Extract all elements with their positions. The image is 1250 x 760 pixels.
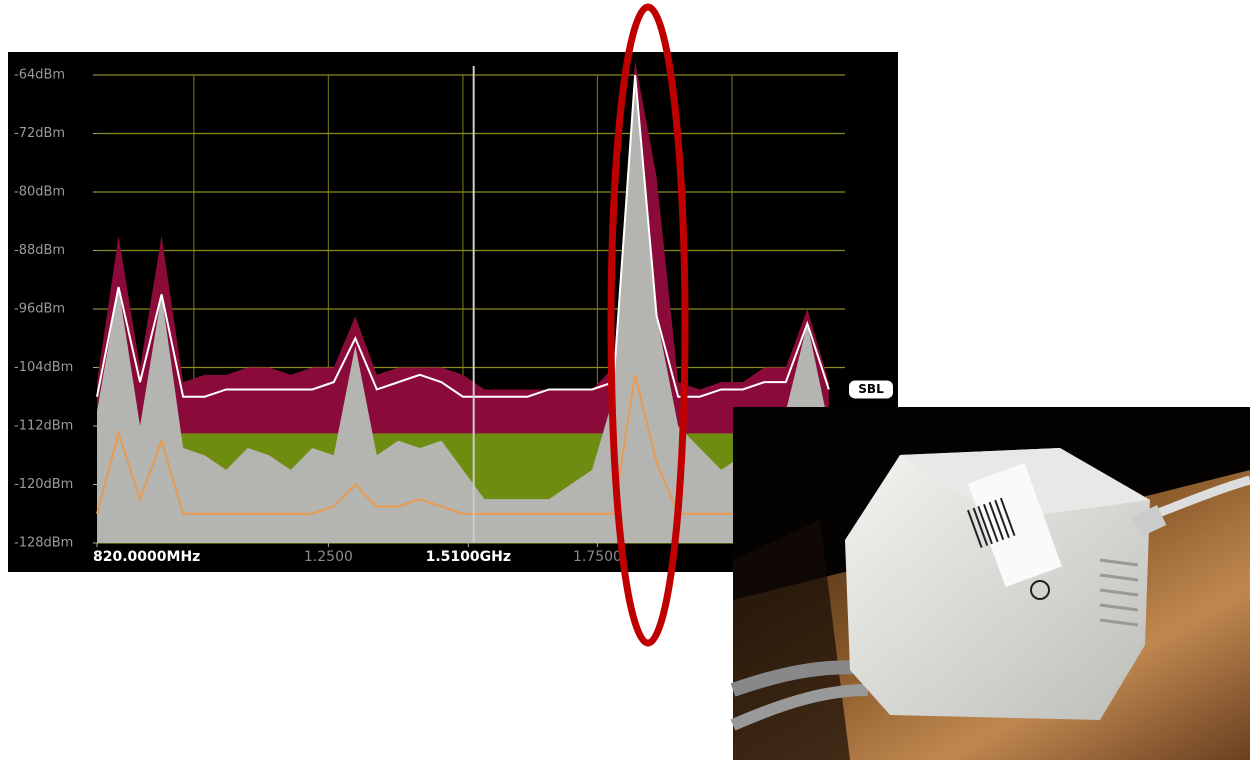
y-tick-label: -112dBm [14, 419, 73, 434]
y-tick-label: -120dBm [14, 477, 73, 492]
y-tick-label: -128dBm [14, 536, 73, 551]
y-tick-label: -72dBm [14, 126, 65, 141]
y-tick-label: -96dBm [14, 302, 65, 317]
annotation: SBL [858, 382, 884, 396]
y-tick-label: -88dBm [14, 243, 65, 258]
page: -64dBm -72dBm -80dBm -88dBm -96dBm -104dBm -11… [0, 0, 1250, 760]
y-tick-label: -64dBm [14, 68, 65, 83]
photo [733, 407, 1250, 760]
x-tick-label: 820.0000MHz [93, 549, 200, 565]
x-tick-label: 1.7500 [573, 549, 622, 565]
y-tick-label: -104dBm [14, 360, 73, 375]
chart: -64dBm -72dBm -80dBm -88dBm -96dBm -104dBm -11… [0, 0, 1250, 760]
y-tick-label: -80dBm [14, 185, 65, 200]
x-tick-label: 1.2500 [304, 549, 353, 565]
x-tick-label: 1.5100GHz [426, 549, 511, 565]
